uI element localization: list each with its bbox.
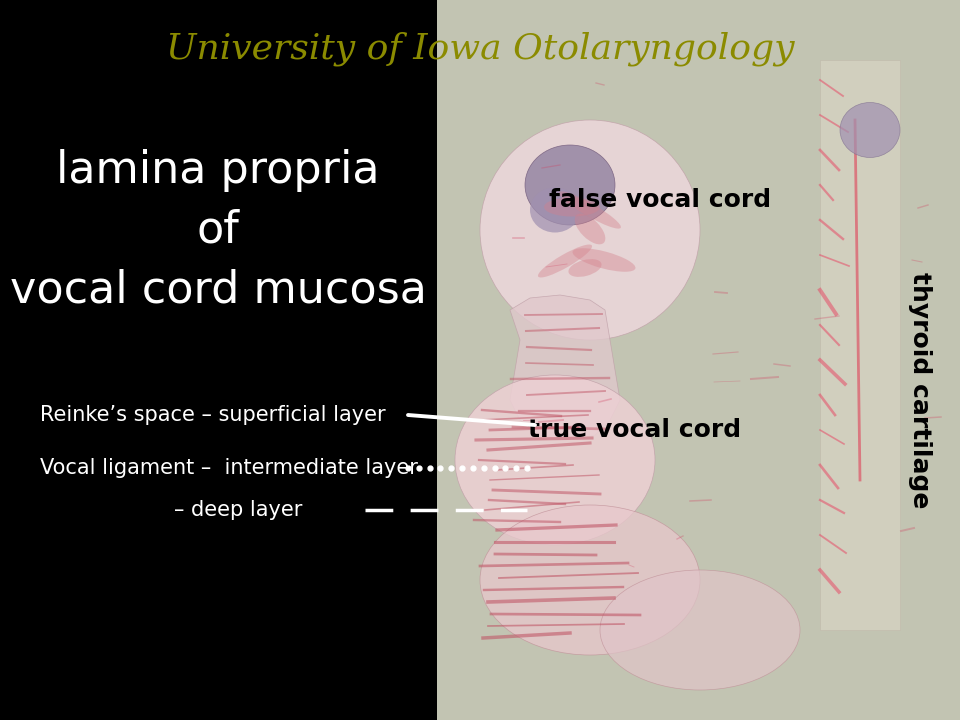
Text: thyroid cartilage: thyroid cartilage bbox=[908, 272, 932, 508]
Ellipse shape bbox=[455, 375, 655, 545]
FancyBboxPatch shape bbox=[820, 60, 900, 630]
Ellipse shape bbox=[840, 102, 900, 158]
Text: Vocal ligament –  intermediate layer: Vocal ligament – intermediate layer bbox=[40, 458, 418, 478]
Ellipse shape bbox=[480, 505, 700, 655]
Ellipse shape bbox=[600, 570, 800, 690]
Ellipse shape bbox=[530, 187, 580, 233]
Ellipse shape bbox=[568, 259, 602, 277]
Text: – deep layer: – deep layer bbox=[174, 500, 302, 520]
Ellipse shape bbox=[572, 248, 636, 271]
Text: true vocal cord: true vocal cord bbox=[528, 418, 741, 442]
Ellipse shape bbox=[575, 214, 606, 244]
Ellipse shape bbox=[544, 197, 600, 217]
Polygon shape bbox=[510, 295, 620, 440]
Ellipse shape bbox=[480, 120, 700, 340]
Text: Reinke’s space – superficial layer: Reinke’s space – superficial layer bbox=[40, 405, 386, 425]
Ellipse shape bbox=[559, 192, 621, 229]
Text: false vocal cord: false vocal cord bbox=[549, 188, 771, 212]
Text: lamina propria
of
vocal cord mucosa: lamina propria of vocal cord mucosa bbox=[10, 148, 426, 312]
Ellipse shape bbox=[538, 245, 592, 277]
Ellipse shape bbox=[525, 145, 615, 225]
FancyBboxPatch shape bbox=[437, 0, 960, 720]
Text: University of Iowa Otolaryngology: University of Iowa Otolaryngology bbox=[166, 32, 794, 66]
